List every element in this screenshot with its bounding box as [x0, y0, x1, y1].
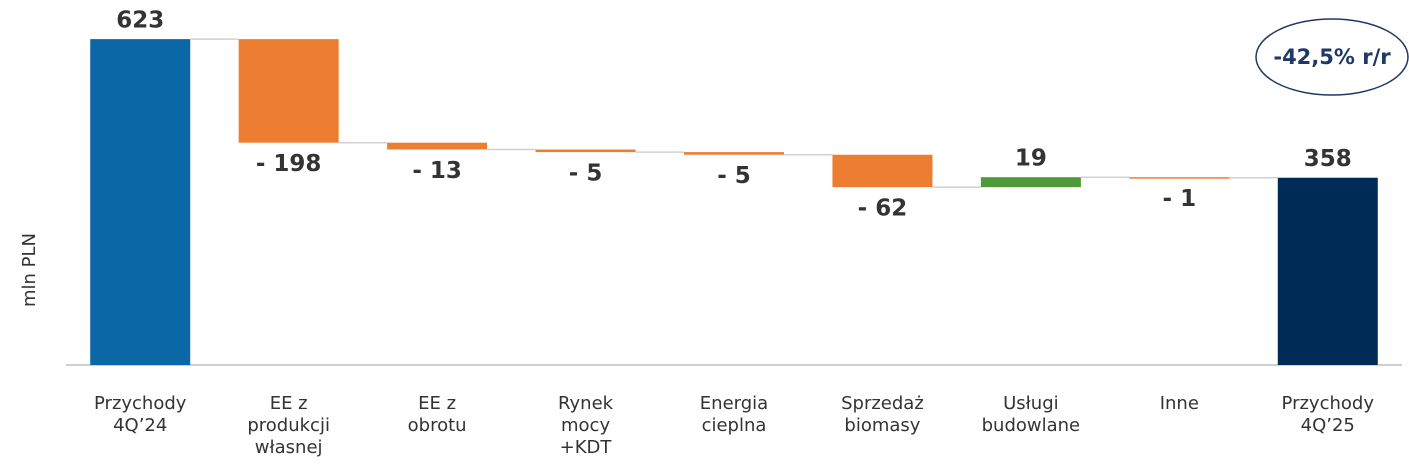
x-tick-label-line: Inne [1160, 393, 1199, 414]
x-tick-label: Usługi budowlane [982, 393, 1081, 436]
bar [535, 149, 636, 153]
x-tick-label-line: Przychody [94, 393, 187, 414]
value-label: 19 [1015, 146, 1047, 172]
x-tick-label-line: Energia [700, 393, 768, 414]
bar [1129, 177, 1230, 179]
x-tick-label-line: własnej [255, 437, 323, 458]
value-label: - 5 [569, 161, 603, 187]
x-tick-label-line: cieplna [702, 415, 767, 436]
x-tick-label: EE z produkcji własnej [247, 393, 330, 458]
bar [238, 39, 339, 143]
x-tick-label-line: mocy [561, 415, 610, 436]
x-tick-label: Sprzedaż biomasy [841, 393, 924, 436]
value-label: - 13 [412, 158, 462, 184]
x-tick-label: Energia cieplna [700, 393, 768, 436]
annotation: -42,5% r/r [1273, 45, 1391, 69]
x-tick-label-line: 4Q’24 [113, 415, 167, 436]
x-tick-label: Przychody 4Q’24 [94, 393, 187, 436]
x-tick-label: EE z obrotu [408, 393, 467, 436]
x-tick-label-line: EE z [418, 393, 456, 414]
annotation-ellipse [1255, 18, 1409, 96]
value-label: 623 [116, 8, 164, 34]
x-tick-label-line: Przychody [1282, 393, 1375, 414]
x-tick-label-line: biomasy [844, 415, 920, 436]
bar [90, 39, 191, 365]
x-tick-label: Rynek mocy +KDT [558, 393, 614, 458]
value-label: - 1 [1163, 186, 1197, 212]
value-label: - 5 [717, 163, 751, 189]
y-axis-label: mln PLN [19, 233, 40, 307]
x-tick-label: Przychody 4Q’25 [1282, 393, 1375, 436]
x-tick-label-line: EE z [270, 393, 308, 414]
bar [980, 177, 1081, 188]
x-tick-label-line: 4Q’25 [1301, 415, 1355, 436]
x-tick-label-line: +KDT [560, 437, 613, 458]
value-label: 358 [1304, 146, 1352, 172]
bar [684, 152, 784, 155]
x-tick-label-line: budowlane [982, 415, 1081, 436]
x-tick-label-line: produkcji [247, 415, 330, 436]
x-tick-label: Inne [1160, 393, 1199, 414]
x-tick-label-line: Sprzedaż [841, 393, 924, 414]
x-tick-label-line: Rynek [558, 393, 614, 414]
x-tick-label-line: Usługi [1003, 393, 1059, 414]
bar [832, 154, 933, 188]
bar [1277, 177, 1378, 365]
value-label: - 62 [858, 196, 908, 222]
bar [387, 142, 488, 150]
x-tick-label-line: obrotu [408, 415, 467, 436]
value-label: - 198 [256, 151, 322, 177]
